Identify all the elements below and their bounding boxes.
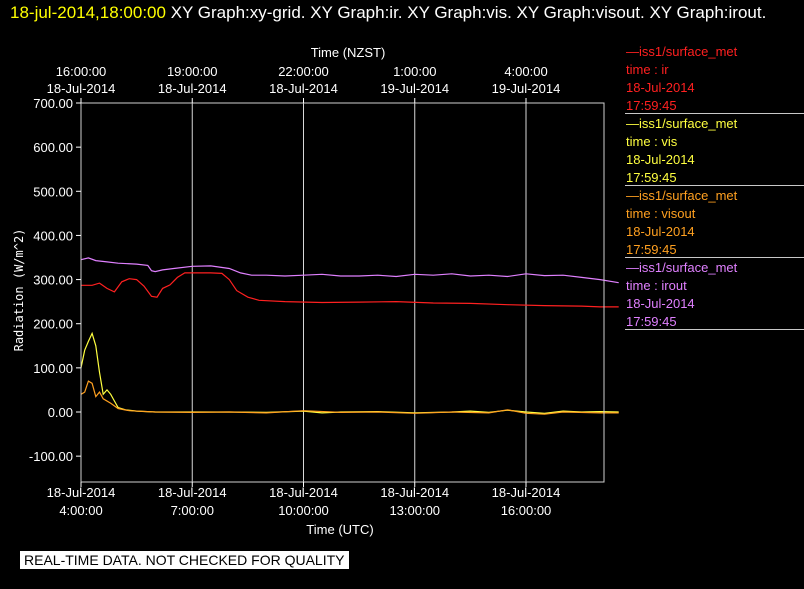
top-tick-label-date: 18-Jul-2014 bbox=[47, 81, 116, 96]
top-tick-label-time: 22:00:00 bbox=[278, 64, 329, 79]
top-tick-label-date: 18-Jul-2014 bbox=[269, 81, 338, 96]
legend-date: 18-Jul-2014 bbox=[626, 224, 695, 239]
top-tick-label-date: 19-Jul-2014 bbox=[492, 81, 561, 96]
graph-title: 18-jul-2014,18:00:00 XY Graph:xy-grid. X… bbox=[10, 2, 790, 24]
y-tick-label: 700.00 bbox=[33, 96, 73, 111]
y-tick-label: 300.00 bbox=[33, 273, 73, 288]
legend-field: time : irout bbox=[626, 278, 687, 293]
quality-disclaimer: REAL-TIME DATA. NOT CHECKED FOR QUALITY bbox=[20, 551, 350, 569]
top-tick-label-time: 1:00:00 bbox=[393, 64, 436, 79]
legend-date: 18-Jul-2014 bbox=[626, 152, 695, 167]
legend-ir: —iss1/surface_met time : ir 18-Jul-2014 … bbox=[625, 43, 804, 114]
y-tick-label: 500.00 bbox=[33, 184, 73, 199]
y-axis-label: Radiation (W/m^2) bbox=[12, 229, 26, 352]
x-tick-label-time: 4:00:00 bbox=[59, 503, 102, 518]
y-axis: -100.00 0.00 100.00 200.00 300.00 400.00 500.0… bbox=[29, 96, 81, 464]
legend-vis: —iss1/surface_met time : vis 18-Jul-2014… bbox=[625, 115, 804, 186]
y-tick-label: 100.00 bbox=[33, 361, 73, 376]
top-tick-label-time: 4:00:00 bbox=[504, 64, 547, 79]
x-axis: 18-Jul-2014 4:00:00 18-Jul-2014 7:00:00 18-J… bbox=[47, 64, 561, 518]
series-line-visout bbox=[80, 380, 619, 415]
graph-list: XY Graph:xy-grid. XY Graph:ir. XY Graph:… bbox=[170, 3, 767, 22]
timestamp: 18-jul-2014,18:00:00 bbox=[10, 3, 166, 22]
legend-date: 18-Jul-2014 bbox=[626, 80, 695, 95]
legend-series: —iss1/surface_met bbox=[626, 188, 738, 203]
legend-field: time : visout bbox=[626, 206, 696, 221]
legend-time: 17:59:45 bbox=[626, 98, 677, 113]
legend-time: 17:59:45 bbox=[626, 314, 677, 329]
series-line-irout bbox=[80, 257, 619, 284]
y-tick-label: 0.00 bbox=[48, 405, 73, 420]
x-tick-label-date: 18-Jul-2014 bbox=[47, 485, 116, 500]
legend-series: —iss1/surface_met bbox=[626, 260, 738, 275]
top-tick-label-date: 19-Jul-2014 bbox=[380, 81, 449, 96]
y-tick-label: 600.00 bbox=[33, 140, 73, 155]
legend-field: time : ir bbox=[626, 62, 669, 77]
top-tick-label-time: 19:00:00 bbox=[167, 64, 218, 79]
y-tick-label: -100.00 bbox=[29, 449, 73, 464]
x-tick-label-time: 16:00:00 bbox=[501, 503, 552, 518]
legend-visout: —iss1/surface_met time : visout 18-Jul-2… bbox=[625, 187, 804, 258]
x-tick-label-date: 18-Jul-2014 bbox=[269, 485, 338, 500]
legend-date: 18-Jul-2014 bbox=[626, 296, 695, 311]
y-tick-label: 400.00 bbox=[33, 228, 73, 243]
x-axis-label: Time (UTC) bbox=[306, 522, 373, 537]
legend-field: time : vis bbox=[626, 134, 678, 149]
x-tick-label-time: 13:00:00 bbox=[389, 503, 440, 518]
legend-series: —iss1/surface_met bbox=[626, 116, 738, 131]
x-tick-label-time: 10:00:00 bbox=[278, 503, 329, 518]
top-axis-label: Time (NZST) bbox=[311, 45, 386, 60]
x-tick-label-time: 7:00:00 bbox=[171, 503, 214, 518]
y-tick-label: 200.00 bbox=[33, 317, 73, 332]
top-tick-label-date: 18-Jul-2014 bbox=[158, 81, 227, 96]
legend-time: 17:59:45 bbox=[626, 242, 677, 257]
legend-time: 17:59:45 bbox=[626, 170, 677, 185]
grid-lines bbox=[191, 103, 527, 482]
top-tick-label-time: 16:00:00 bbox=[56, 64, 107, 79]
plot-frame bbox=[80, 102, 605, 483]
x-tick-label-date: 18-Jul-2014 bbox=[380, 485, 449, 500]
legend-series: —iss1/surface_met bbox=[626, 44, 738, 59]
series-line-vis bbox=[80, 331, 619, 414]
series-line-ir bbox=[81, 272, 619, 308]
x-tick-label-date: 18-Jul-2014 bbox=[492, 485, 561, 500]
series-lines bbox=[80, 257, 619, 415]
x-tick-label-date: 18-Jul-2014 bbox=[158, 485, 227, 500]
legend-irout: —iss1/surface_met time : irout 18-Jul-20… bbox=[625, 259, 804, 330]
